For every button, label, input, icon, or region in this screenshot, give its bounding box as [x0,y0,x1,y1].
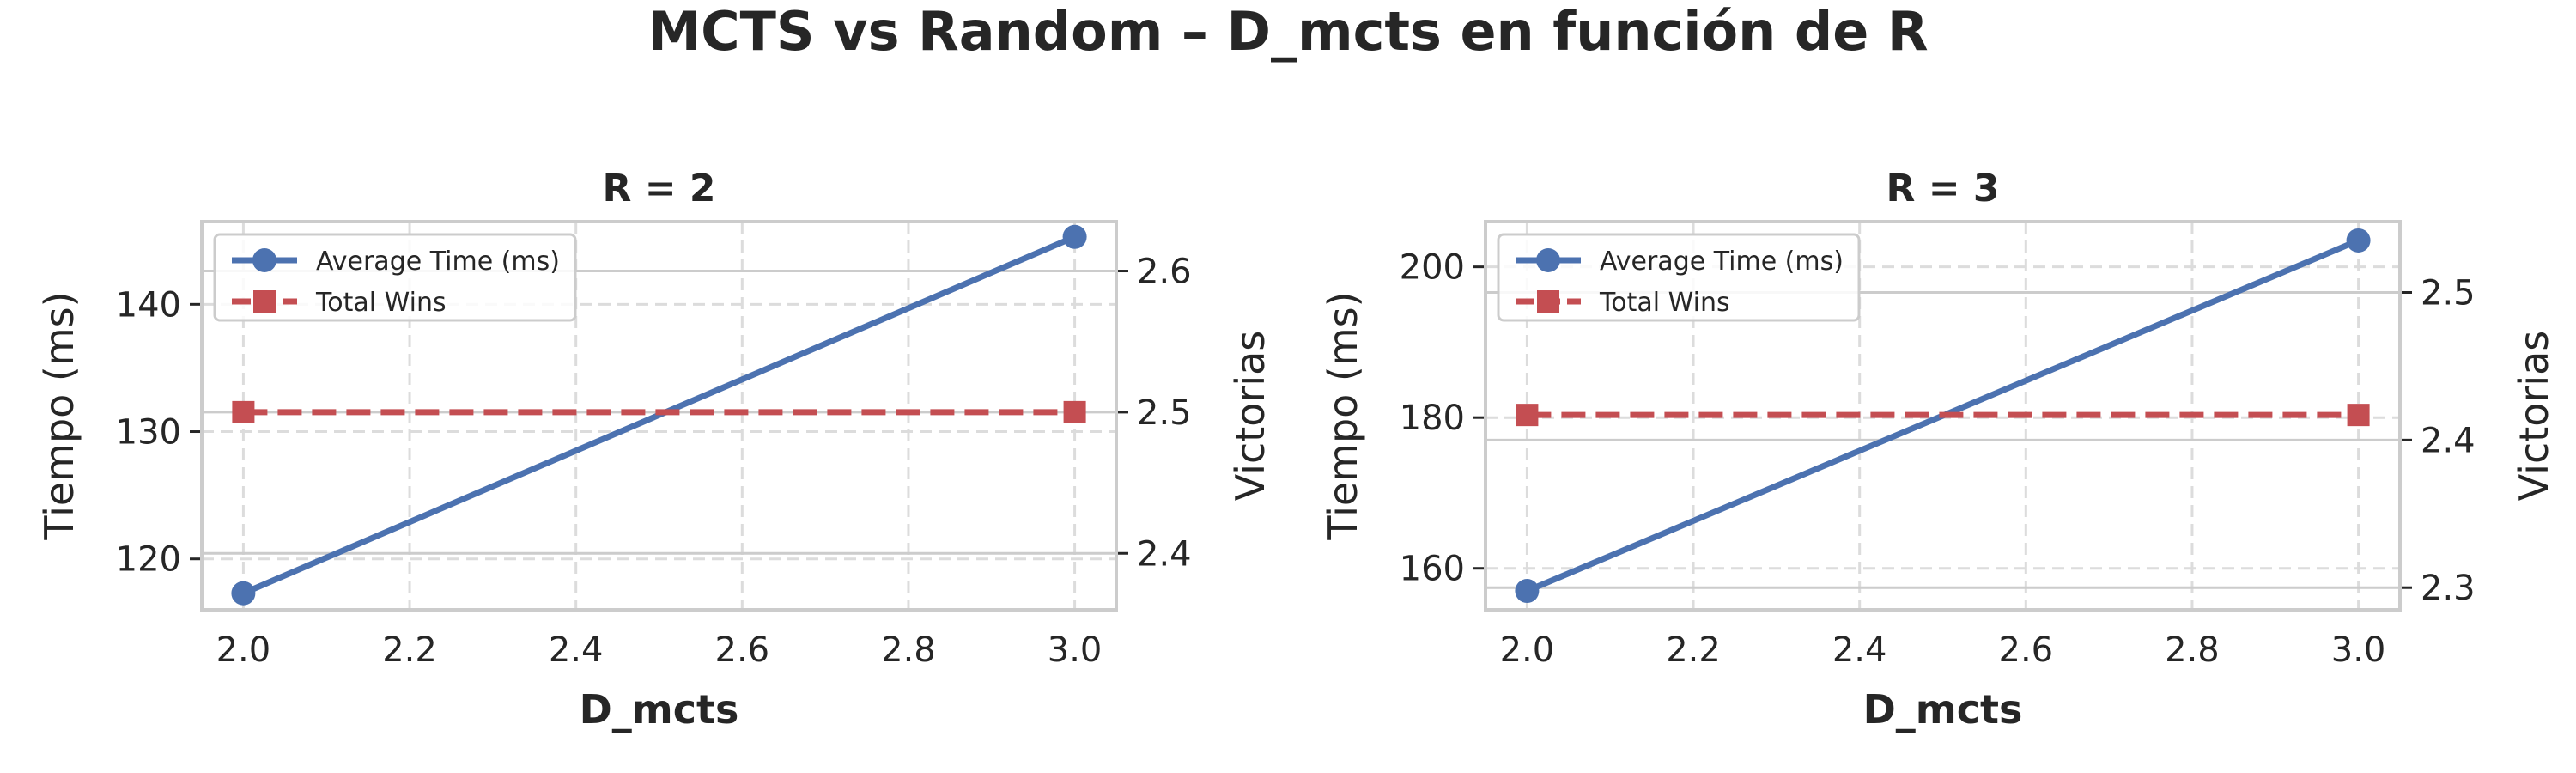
data-point [1516,404,1539,427]
data-point [1515,579,1540,604]
x-axis-label: D_mcts [1863,686,2023,733]
y2-tick-label: 2.5 [2421,273,2476,313]
y-tick-label: 200 [1400,248,1465,288]
x-tick-label: 2.6 [715,630,770,670]
legend-swatch-marker [1536,248,1560,272]
legend-swatch-marker [1537,290,1559,313]
data-point [2346,228,2371,253]
legend-label: Total Wins [1599,288,1730,318]
y-axis-label: Tiempo (ms) [36,291,82,540]
data-point [1063,400,1086,423]
y-axis-label: Tiempo (ms) [1320,291,1366,540]
y-tick-label: 140 [116,285,181,325]
data-point [2347,404,2370,427]
x-tick-label: 2.8 [2165,630,2220,670]
x-tick-label: 2.8 [881,630,936,670]
legend-label: Average Time (ms) [1600,247,1844,277]
x-tick-label: 3.0 [2331,630,2386,670]
x-tick-label: 2.4 [1832,630,1887,670]
x-tick-label: 2.2 [382,630,437,670]
legend-label: Average Time (ms) [316,247,560,277]
subplot-1: R = 2 2.0 2.2 2.4 2.6 2.8 3.0 120 130 140 2.4 2.5 2.… [36,167,1273,733]
y2-tick-label: 2.6 [1137,253,1192,292]
axes-frame [200,220,1118,612]
legend-box [1497,233,1861,322]
y-tick-label: 120 [116,540,181,580]
subplot-title: R = 2 [603,167,716,210]
y2-tick-label: 2.4 [2421,421,2476,460]
x-tick-label: 3.0 [1048,630,1103,670]
y2-tick-label: 2.3 [2421,569,2476,608]
legend-box [213,233,577,322]
y-tick-label: 180 [1400,399,1465,438]
x-tick-label: 2.2 [1666,630,1721,670]
subplot-2: R = 3 2.0 2.2 2.4 2.6 2.8 3.0 160 180 200 2.3 2.4 2.… [1320,167,2557,733]
legend-label: Total Wins [315,288,447,318]
figure-title: MCTS vs Random – D_mcts en función de R [647,0,1928,63]
data-point [231,581,256,606]
data-point [232,400,255,423]
y-tick-label: 130 [116,413,181,453]
legend: Average Time (ms) Total Wins [1497,233,1861,322]
x-tick-label: 2.0 [1500,630,1555,670]
x-tick-label: 2.4 [549,630,604,670]
x-axis-label: D_mcts [580,686,739,733]
y2-axis-label: Victorias [2511,331,2557,502]
legend: Average Time (ms) Total Wins [213,233,577,322]
y2-tick-label: 2.4 [1137,534,1192,574]
legend-swatch-marker [252,248,276,272]
y2-tick-label: 2.5 [1137,393,1192,433]
legend-swatch-marker [253,290,276,313]
x-tick-label: 2.0 [216,630,271,670]
x-tick-label: 2.6 [1999,630,2054,670]
axes-frame [1484,220,2402,612]
y-tick-label: 160 [1400,550,1465,589]
y2-axis-label: Victorias [1227,331,1273,502]
subplot-title: R = 3 [1886,167,2000,210]
data-point [1062,224,1087,249]
